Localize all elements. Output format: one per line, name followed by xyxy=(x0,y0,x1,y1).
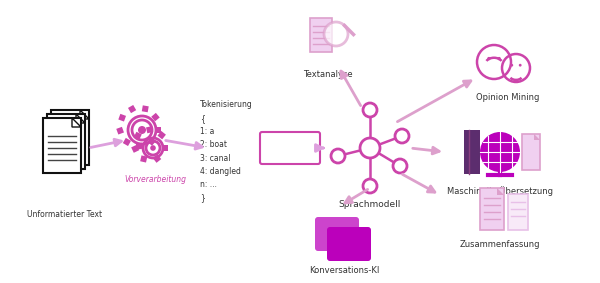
Bar xyxy=(151,113,160,121)
Bar xyxy=(134,132,142,140)
Text: Maschinelle Übersetzung: Maschinelle Übersetzung xyxy=(447,186,553,196)
FancyBboxPatch shape xyxy=(480,188,504,230)
Bar xyxy=(142,105,149,112)
FancyBboxPatch shape xyxy=(43,118,81,173)
Circle shape xyxy=(395,129,409,143)
FancyBboxPatch shape xyxy=(327,227,371,261)
Bar xyxy=(153,155,161,163)
Bar xyxy=(136,143,143,150)
Circle shape xyxy=(487,57,491,60)
FancyBboxPatch shape xyxy=(310,18,332,52)
FancyBboxPatch shape xyxy=(464,130,480,174)
Circle shape xyxy=(150,145,156,151)
Text: Vorverarbeitung: Vorverarbeitung xyxy=(124,175,186,184)
Circle shape xyxy=(363,179,377,193)
FancyBboxPatch shape xyxy=(508,194,528,230)
Text: Zusammenfassung: Zusammenfassung xyxy=(460,240,540,249)
Bar xyxy=(140,155,148,162)
Polygon shape xyxy=(497,188,504,195)
Circle shape xyxy=(393,159,407,173)
Bar xyxy=(162,145,168,151)
Circle shape xyxy=(480,132,520,172)
Bar xyxy=(157,131,166,139)
Bar xyxy=(118,114,126,121)
Polygon shape xyxy=(72,118,81,127)
Bar xyxy=(116,127,124,134)
Circle shape xyxy=(497,57,501,60)
Bar xyxy=(131,145,139,153)
FancyBboxPatch shape xyxy=(315,217,359,251)
Text: Konversations-KI: Konversations-KI xyxy=(309,266,379,275)
Polygon shape xyxy=(76,114,85,123)
FancyBboxPatch shape xyxy=(51,110,89,165)
Text: Opinion Mining: Opinion Mining xyxy=(476,93,539,102)
Text: Textanalyse: Textanalyse xyxy=(303,70,353,79)
Bar xyxy=(155,127,161,133)
Circle shape xyxy=(324,22,348,46)
FancyBboxPatch shape xyxy=(260,132,320,164)
Bar xyxy=(146,126,153,133)
Circle shape xyxy=(138,126,146,134)
Bar xyxy=(148,137,156,146)
Text: Unformatierter Text: Unformatierter Text xyxy=(28,210,103,219)
FancyBboxPatch shape xyxy=(522,134,540,170)
Circle shape xyxy=(331,149,345,163)
Circle shape xyxy=(363,103,377,117)
Text: Tokenisierung: Tokenisierung xyxy=(200,100,253,109)
Text: {
1: a
2: boat
3: canal
4: dangled
n: ...
}: { 1: a 2: boat 3: canal 4: dangled n: ..… xyxy=(200,114,241,202)
Text: Training: Training xyxy=(268,143,313,153)
Text: Sprachmodell: Sprachmodell xyxy=(339,200,401,209)
Polygon shape xyxy=(534,134,540,140)
Bar xyxy=(123,138,131,146)
Polygon shape xyxy=(80,110,89,119)
Bar xyxy=(128,105,136,113)
Circle shape xyxy=(360,138,380,158)
FancyBboxPatch shape xyxy=(47,114,85,169)
Circle shape xyxy=(519,64,521,67)
Circle shape xyxy=(511,64,513,67)
